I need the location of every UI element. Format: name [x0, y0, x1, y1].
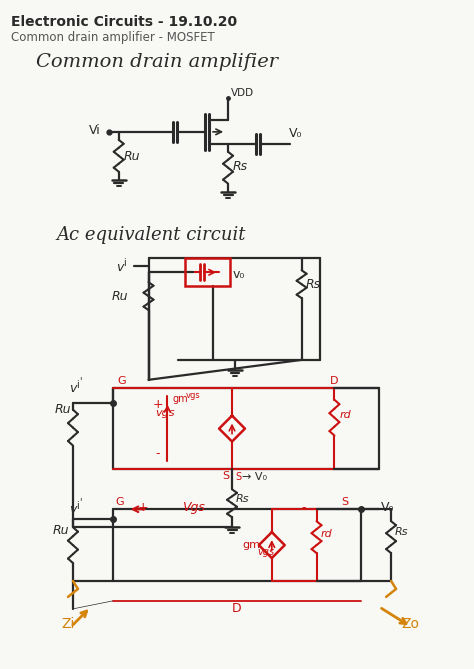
Text: Ac equivalent circuit: Ac equivalent circuit [56, 226, 246, 244]
Text: G: G [118, 376, 127, 386]
Text: Vi: Vi [89, 124, 100, 137]
Text: -: - [155, 448, 160, 460]
Text: i: i [123, 258, 126, 268]
Text: rd: rd [320, 529, 332, 539]
Text: v: v [69, 382, 76, 395]
Text: D: D [232, 602, 242, 615]
Text: Common drain amplifier - MOSFET: Common drain amplifier - MOSFET [11, 31, 215, 44]
Text: VDD: VDD [231, 88, 254, 98]
Text: S: S [222, 472, 229, 482]
Bar [185, 258, 230, 286]
Text: Ru: Ru [55, 403, 72, 415]
Text: Ru: Ru [53, 524, 70, 537]
Text: Ru: Ru [124, 150, 140, 163]
Text: +: + [153, 398, 163, 411]
Text: → V₀: → V₀ [242, 472, 267, 482]
Text: vgs: vgs [257, 547, 274, 557]
Text: -: - [301, 501, 306, 514]
Text: +: + [137, 501, 148, 514]
Text: i: i [76, 380, 79, 390]
Text: S: S [341, 497, 348, 507]
Text: Electronic Circuits - 19.10.20: Electronic Circuits - 19.10.20 [11, 15, 237, 29]
Text: rd: rd [339, 409, 351, 419]
Text: v: v [116, 262, 123, 274]
Text: v₀: v₀ [233, 268, 245, 281]
Text: V₀: V₀ [381, 501, 394, 514]
Text: Vgs: Vgs [182, 501, 205, 514]
Text: vgs: vgs [155, 407, 175, 417]
Text: Rs: Rs [306, 278, 321, 291]
Text: Rs: Rs [233, 160, 248, 173]
Text: V₀: V₀ [289, 127, 302, 140]
Text: i: i [76, 501, 79, 511]
Text: Zo: Zo [401, 617, 419, 631]
Text: ': ' [79, 376, 82, 386]
Text: v: v [69, 503, 76, 516]
Text: vgs: vgs [185, 391, 200, 400]
Text: Rs: Rs [395, 527, 409, 537]
Text: Ru: Ru [112, 290, 128, 303]
Text: G: G [116, 497, 124, 507]
Text: Rs: Rs [236, 494, 249, 504]
Text: S: S [235, 472, 241, 482]
Text: Common drain amplifier: Common drain amplifier [36, 53, 278, 71]
Text: Zi: Zi [61, 617, 74, 631]
Text: ': ' [79, 497, 82, 507]
Text: gm: gm [242, 540, 260, 550]
Text: gm: gm [173, 394, 188, 404]
Text: D: D [329, 376, 338, 386]
